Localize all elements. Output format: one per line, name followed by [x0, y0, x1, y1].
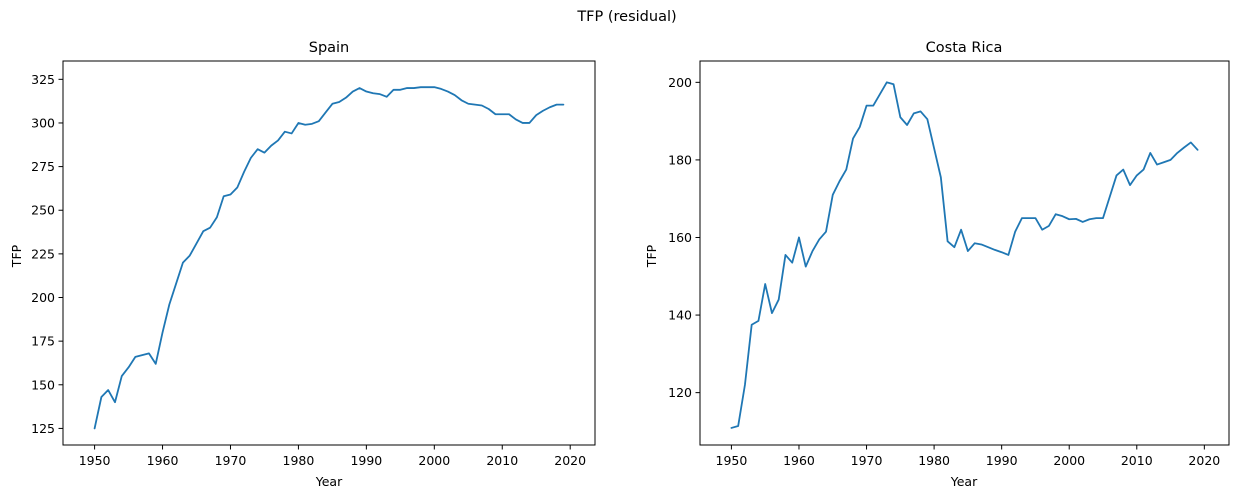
y-tick-label: 160	[668, 230, 692, 245]
x-tick-label: 1970	[215, 453, 247, 468]
chart-panel-spain: Spain Year TFP 1950 1960 1970 1980 1990 2000 2…	[9, 40, 596, 489]
x-tick-label: 1990	[986, 453, 1018, 468]
y-tick-label: 325	[31, 72, 55, 87]
x-tick-label: 1950	[79, 453, 111, 468]
figure-suptitle: TFP (residual)	[576, 9, 676, 25]
series-line	[730, 81, 1199, 429]
y-tick-label: 250	[31, 203, 55, 218]
y-tick-label: 300	[31, 115, 55, 130]
x-tick-label: 1950	[716, 453, 748, 468]
x-tick-label: 1990	[350, 453, 382, 468]
y-tick-label: 125	[31, 421, 55, 436]
y-tick-label: 140	[668, 308, 692, 323]
x-tick-label: 1960	[783, 453, 815, 468]
axes-frame	[62, 60, 596, 446]
y-tick-label: 225	[31, 246, 55, 261]
y-tick-label: 175	[31, 334, 55, 349]
x-axis-label: Year	[315, 474, 343, 489]
series-line	[93, 86, 565, 430]
y-axis-label: TFP	[644, 244, 659, 268]
x-tick-label: 1960	[147, 453, 179, 468]
x-axis-label: Year	[950, 474, 978, 489]
y-tick-label: 120	[668, 385, 692, 400]
x-tick-label: 2020	[1188, 453, 1220, 468]
y-tick-label: 275	[31, 159, 55, 174]
y-tick-label: 180	[668, 152, 692, 167]
y-tick-label: 200	[668, 75, 692, 90]
x-tick-label: 2010	[486, 453, 518, 468]
x-tick-label: 2000	[418, 453, 450, 468]
x-tick-label: 1970	[851, 453, 883, 468]
x-tick-label: 2010	[1121, 453, 1153, 468]
chart-panel-costa-rica: Costa Rica Year TFP 1950 1960 1970 1980 1990…	[644, 40, 1230, 489]
x-tick-label: 1980	[283, 453, 315, 468]
chart-title: Spain	[309, 40, 350, 56]
x-tick-label: 2000	[1053, 453, 1085, 468]
x-tick-label: 2020	[554, 453, 586, 468]
axes-frame	[699, 60, 1230, 446]
chart-title: Costa Rica	[926, 40, 1003, 56]
x-tick-label: 1980	[918, 453, 950, 468]
y-tick-label: 200	[31, 290, 55, 305]
y-axis-label: TFP	[9, 244, 24, 268]
y-tick-label: 150	[31, 377, 55, 392]
